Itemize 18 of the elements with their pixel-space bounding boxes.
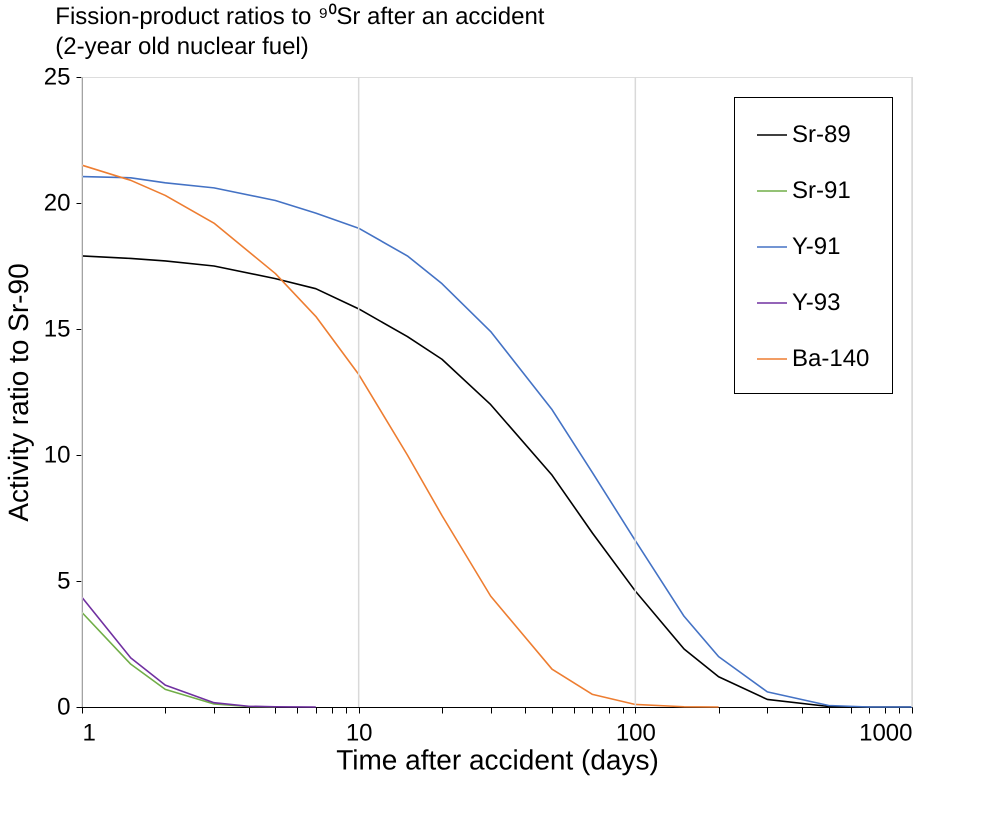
legend-label: Sr-91 [792,177,851,204]
legend-label: Sr-89 [792,121,851,148]
y-tick-label: 25 [44,64,70,90]
chart-title: Fission-product ratios to ⁹⁰Sr after an accident (2-year old nuclear fuel) [55,3,545,60]
x-tick-label: 1 [82,720,96,746]
y-tick-label: 5 [57,568,70,594]
x-tick-label: 1000 [859,720,912,746]
y-axis-title: Activity ratio to Sr-90 [2,263,34,522]
legend-label: Y-91 [792,233,840,260]
y-tick-label: 20 [44,190,70,216]
x-tick-label: 100 [616,720,656,746]
legend-label: Y-93 [792,289,840,316]
legend-label: Ba-140 [792,345,870,372]
y-tick-label: 15 [44,316,70,342]
x-axis-title: Time after accident (days) [336,744,659,776]
y-tick-label: 0 [57,694,70,720]
x-tick-label: 10 [346,720,373,746]
y-tick-label: 10 [44,442,70,468]
